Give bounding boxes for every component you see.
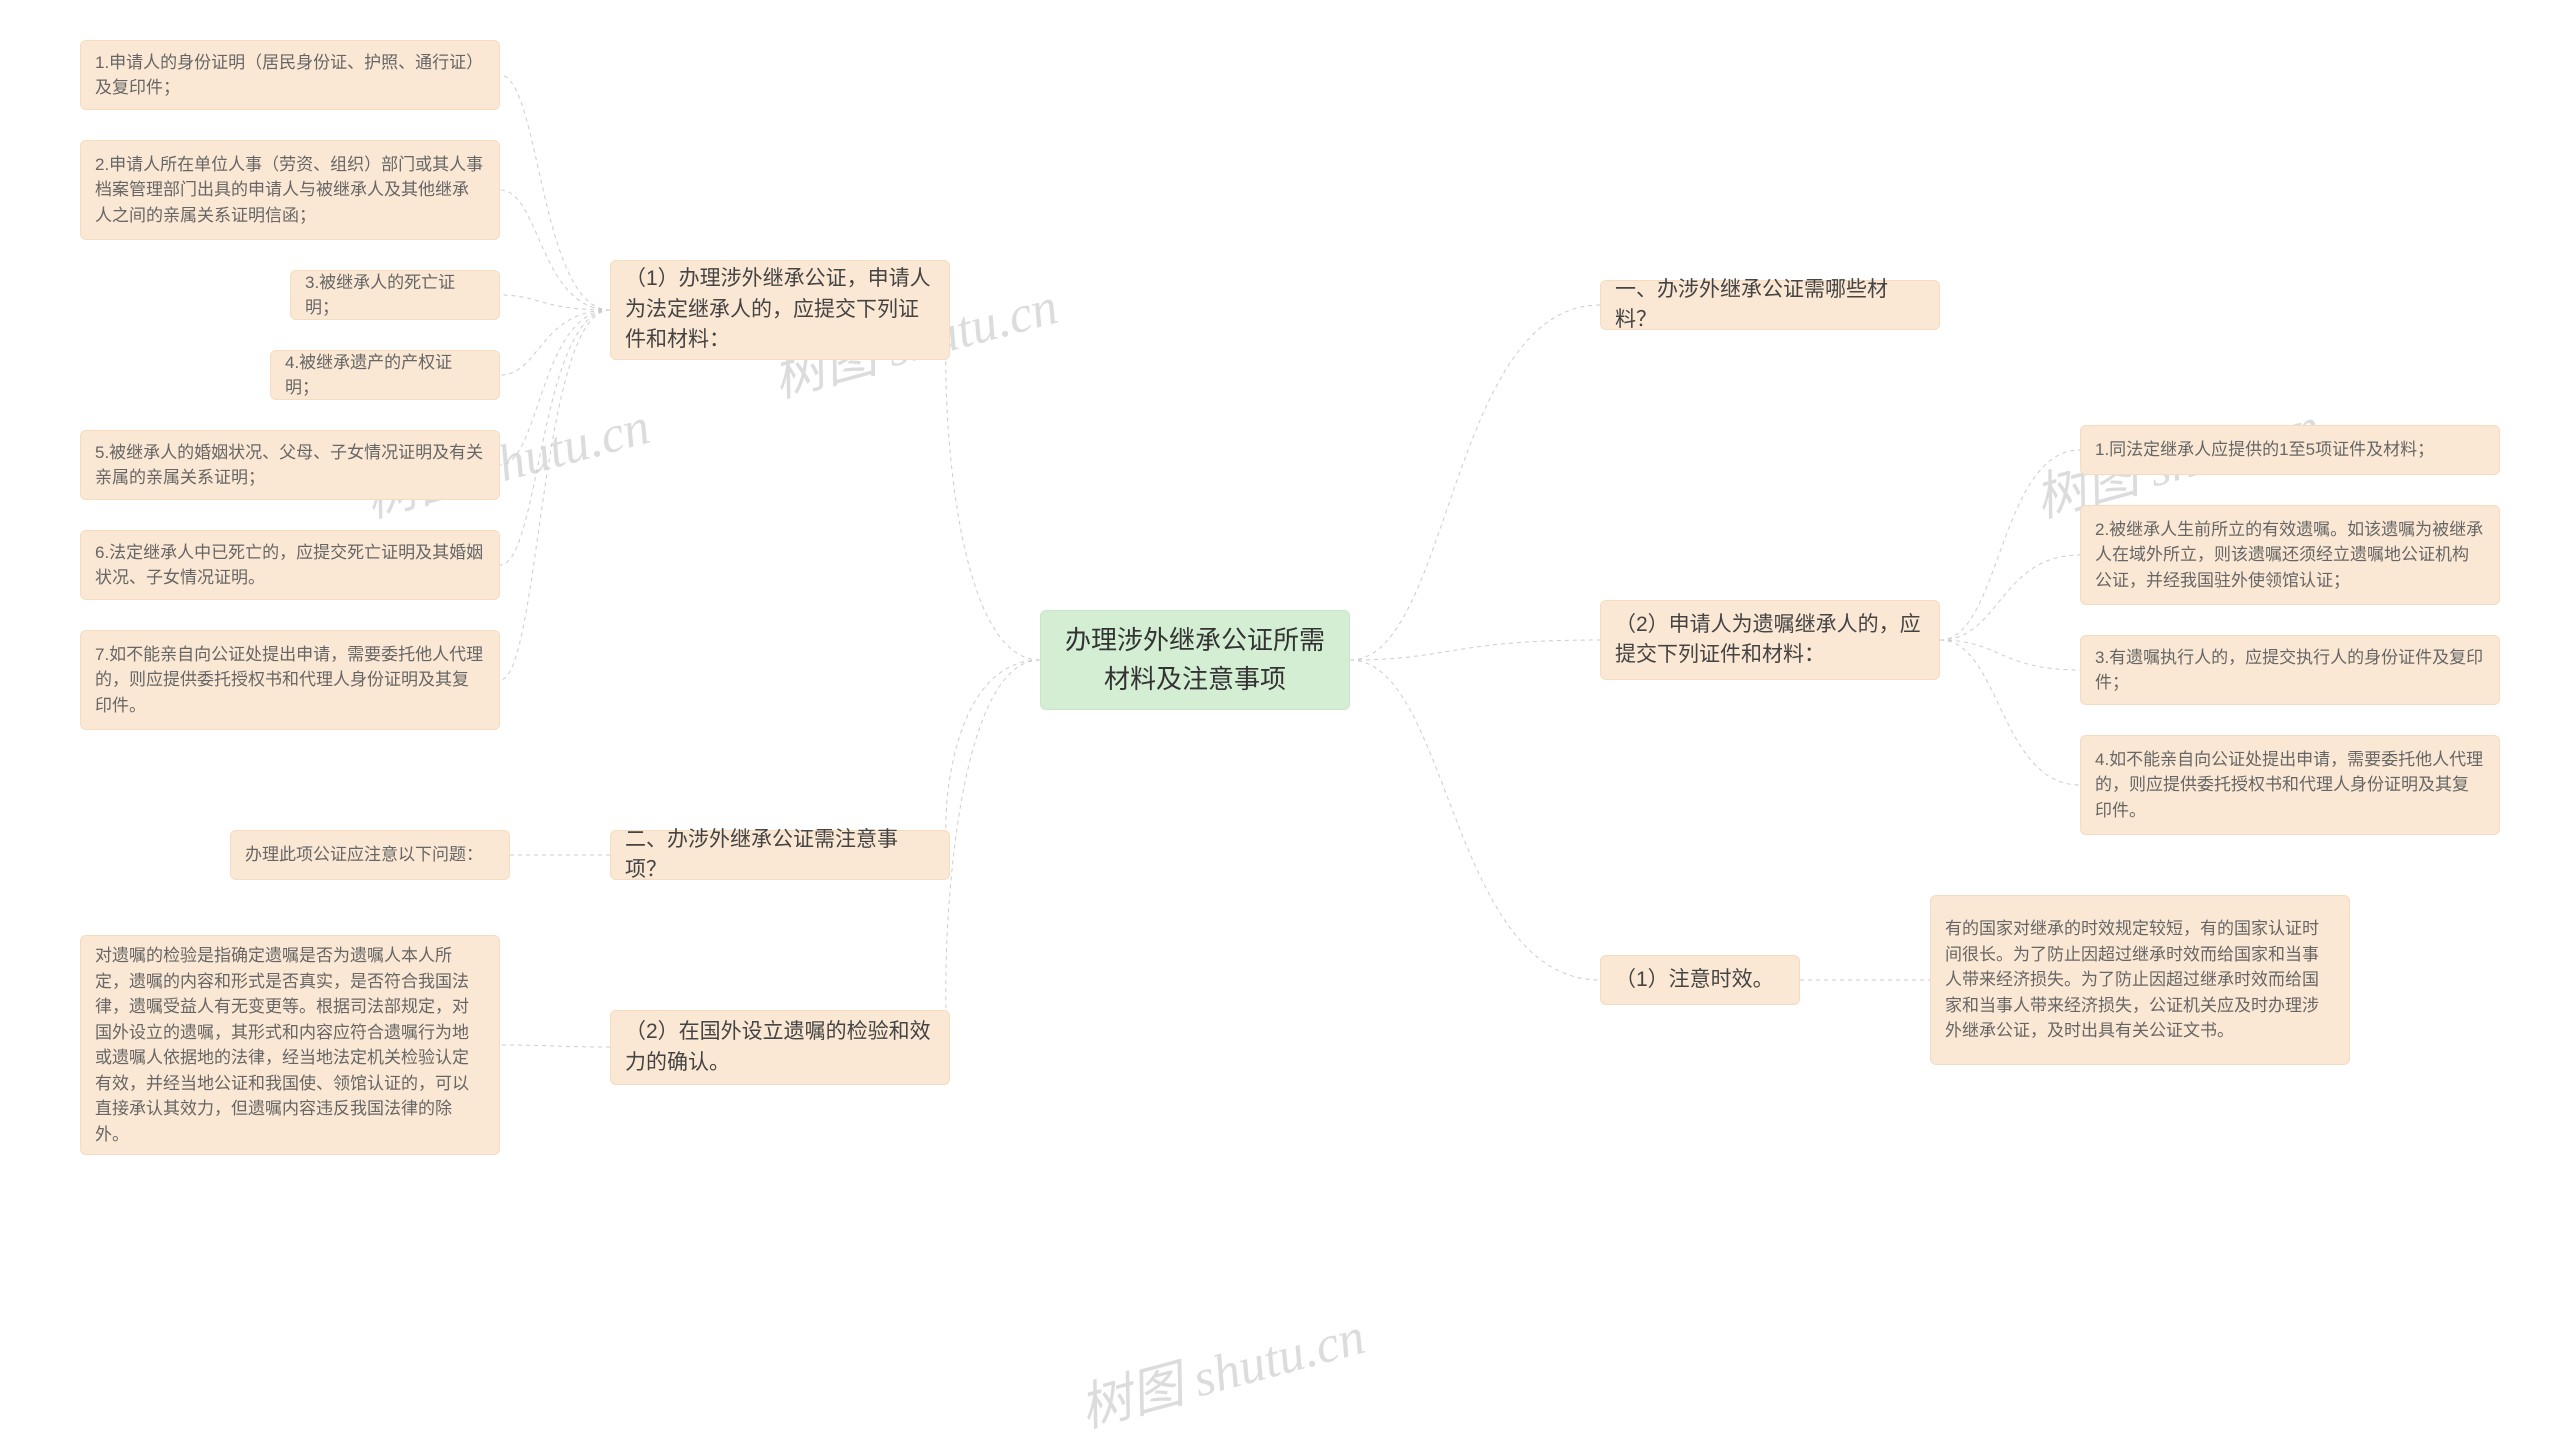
branch-right-1[interactable]: 一、办涉外继承公证需哪些材料？ bbox=[1600, 280, 1940, 330]
leaf-l3-1[interactable]: 对遗嘱的检验是指确定遗嘱是否为遗嘱人本人所定，遗嘱的内容和形式是否真实，是否符合… bbox=[80, 935, 500, 1155]
branch-left-3[interactable]: （2）在国外设立遗嘱的检验和效力的确认。 bbox=[610, 1010, 950, 1085]
leaf-l1-5[interactable]: 5.被继承人的婚姻状况、父母、子女情况证明及有关亲属的亲属关系证明； bbox=[80, 430, 500, 500]
leaf-r2-1[interactable]: 1.同法定继承人应提供的1至5项证件及材料； bbox=[2080, 425, 2500, 475]
leaf-r2-4[interactable]: 4.如不能亲自向公证处提出申请，需要委托他人代理的，则应提供委托授权书和代理人身… bbox=[2080, 735, 2500, 835]
leaf-l2-1[interactable]: 办理此项公证应注意以下问题： bbox=[230, 830, 510, 880]
leaf-l1-3[interactable]: 3.被继承人的死亡证明； bbox=[290, 270, 500, 320]
leaf-l1-2[interactable]: 2.申请人所在单位人事（劳资、组织）部门或其人事档案管理部门出具的申请人与被继承… bbox=[80, 140, 500, 240]
leaf-l1-1[interactable]: 1.申请人的身份证明（居民身份证、护照、通行证）及复印件； bbox=[80, 40, 500, 110]
branch-right-3[interactable]: （1）注意时效。 bbox=[1600, 955, 1800, 1005]
branch-right-2[interactable]: （2）申请人为遗嘱继承人的，应提交下列证件和材料： bbox=[1600, 600, 1940, 680]
branch-left-2[interactable]: 二、办涉外继承公证需注意事项？ bbox=[610, 830, 950, 880]
leaf-l1-4[interactable]: 4.被继承遗产的产权证明； bbox=[270, 350, 500, 400]
leaf-l1-7[interactable]: 7.如不能亲自向公证处提出申请，需要委托他人代理的，则应提供委托授权书和代理人身… bbox=[80, 630, 500, 730]
leaf-r3-1[interactable]: 有的国家对继承的时效规定较短，有的国家认证时间很长。为了防止因超过继承时效而给国… bbox=[1930, 895, 2350, 1065]
leaf-r2-3[interactable]: 3.有遗嘱执行人的，应提交执行人的身份证件及复印件； bbox=[2080, 635, 2500, 705]
branch-left-1[interactable]: （1）办理涉外继承公证，申请人为法定继承人的，应提交下列证件和材料： bbox=[610, 260, 950, 360]
leaf-l1-6[interactable]: 6.法定继承人中已死亡的，应提交死亡证明及其婚姻状况、子女情况证明。 bbox=[80, 530, 500, 600]
leaf-r2-2[interactable]: 2.被继承人生前所立的有效遗嘱。如该遗嘱为被继承人在域外所立，则该遗嘱还须经立遗… bbox=[2080, 505, 2500, 605]
center-node[interactable]: 办理涉外继承公证所需材料及注意事项 bbox=[1040, 610, 1350, 710]
